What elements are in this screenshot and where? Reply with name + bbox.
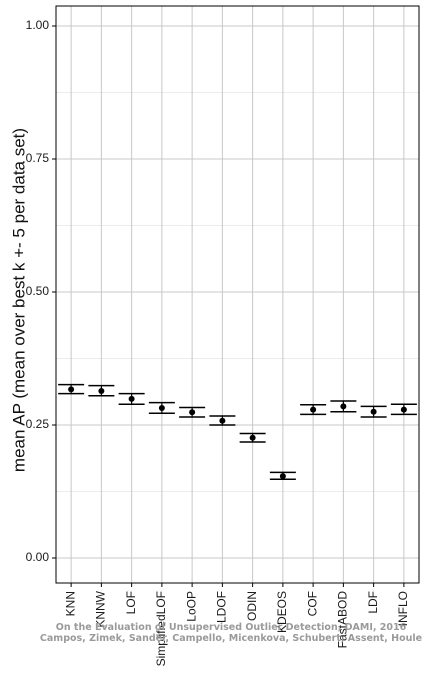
data-points <box>68 386 407 480</box>
y-tick-label: 0.75 <box>26 151 50 165</box>
data-point <box>310 406 317 413</box>
data-point <box>400 406 407 413</box>
y-tick-label: 0.00 <box>26 550 50 564</box>
watermark-line-2: Campos, Zimek, Sander, Campello, Micenko… <box>40 633 422 644</box>
x-tick-label: KNN <box>63 591 77 616</box>
plot-border <box>55 5 420 584</box>
data-point <box>158 404 165 411</box>
data-point <box>219 417 226 424</box>
data-point <box>128 395 135 402</box>
x-tick-label: LOF <box>124 591 138 614</box>
data-point <box>279 473 286 480</box>
data-point <box>249 434 256 441</box>
x-tick-label: KDEOS <box>275 591 289 633</box>
y-tick-label: 0.50 <box>26 284 50 298</box>
data-point <box>189 409 196 416</box>
x-tick-label: INFLO <box>396 591 410 626</box>
plot-frame <box>55 5 420 584</box>
data-point <box>98 387 105 394</box>
data-point <box>340 403 347 410</box>
grid-lines <box>56 6 419 583</box>
x-tick-label: ODIN <box>245 591 259 621</box>
x-tick-label: COF <box>305 591 319 616</box>
watermark-line-1: On the Evaluation of Unsupervised Outlie… <box>56 622 407 633</box>
x-tick-label: LDOF <box>215 591 229 623</box>
y-tick-label: 1.00 <box>26 18 50 32</box>
data-point <box>68 386 75 393</box>
plot-area <box>56 6 419 583</box>
x-tick-label: FastABOD <box>336 591 350 649</box>
x-tick-label: LoOP <box>184 591 198 622</box>
watermark: On the Evaluation of Unsupervised Outlie… <box>40 622 422 644</box>
x-tick-label: SimplifiedLOF <box>154 591 168 666</box>
x-tick-label: KNNW <box>94 590 108 627</box>
data-point <box>370 408 377 415</box>
y-tick-label: 0.25 <box>26 417 50 431</box>
x-axis-ticks: KNN KNNW LOF SimplifiedLOF LoOP LDOF ODIN KDEOS… <box>63 583 410 666</box>
y-axis-title: mean AP (mean over best k +- 5 per data … <box>9 128 28 472</box>
y-axis-ticks: 0.00 0.25 0.50 0.75 1.00 <box>26 18 56 564</box>
x-tick-label: LDF <box>366 591 380 614</box>
